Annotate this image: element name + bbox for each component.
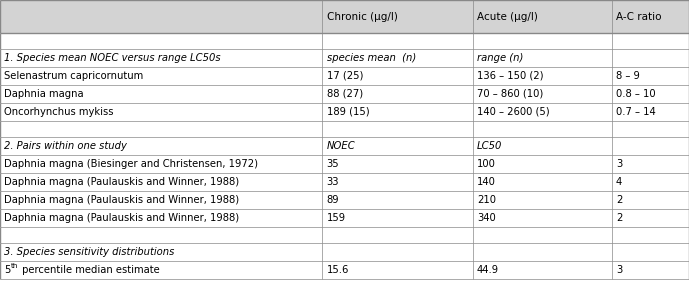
Text: 0.7 – 14: 0.7 – 14 bbox=[616, 107, 656, 117]
Bar bbox=[0, 137, 689, 155]
Text: A-C ratio: A-C ratio bbox=[616, 12, 661, 22]
Text: percentile median estimate: percentile median estimate bbox=[19, 265, 160, 275]
Text: 100: 100 bbox=[477, 159, 495, 169]
Text: th: th bbox=[11, 263, 19, 269]
Bar bbox=[0, 191, 689, 209]
Text: 2: 2 bbox=[616, 213, 622, 223]
Bar bbox=[0, 33, 689, 49]
Text: NOEC: NOEC bbox=[327, 141, 356, 151]
Bar bbox=[0, 85, 689, 103]
Bar bbox=[0, 155, 689, 173]
Text: Oncorhynchus mykiss: Oncorhynchus mykiss bbox=[4, 107, 114, 117]
Bar bbox=[0, 0, 689, 33]
Text: 3: 3 bbox=[616, 265, 622, 275]
Text: 3: 3 bbox=[616, 159, 622, 169]
Text: 15.6: 15.6 bbox=[327, 265, 349, 275]
Text: 159: 159 bbox=[327, 213, 346, 223]
Bar bbox=[0, 227, 689, 243]
Text: 35: 35 bbox=[327, 159, 339, 169]
Bar bbox=[0, 121, 689, 137]
Bar bbox=[0, 209, 689, 227]
Text: 5: 5 bbox=[4, 265, 10, 275]
Bar bbox=[0, 261, 689, 279]
Bar bbox=[0, 173, 689, 191]
Text: Chronic (μg/l): Chronic (μg/l) bbox=[327, 12, 398, 22]
Text: Daphnia magna (Paulauskis and Winner, 1988): Daphnia magna (Paulauskis and Winner, 19… bbox=[4, 213, 239, 223]
Text: 88 (27): 88 (27) bbox=[327, 89, 362, 99]
Text: 140: 140 bbox=[477, 177, 495, 187]
Text: 210: 210 bbox=[477, 195, 496, 205]
Text: 3. Species sensitivity distributions: 3. Species sensitivity distributions bbox=[4, 247, 174, 257]
Text: 140 – 2600 (5): 140 – 2600 (5) bbox=[477, 107, 549, 117]
Text: Acute (μg/l): Acute (μg/l) bbox=[477, 12, 537, 22]
Text: 89: 89 bbox=[327, 195, 339, 205]
Bar bbox=[0, 103, 689, 121]
Bar bbox=[0, 67, 689, 85]
Text: 340: 340 bbox=[477, 213, 495, 223]
Text: Daphnia magna: Daphnia magna bbox=[4, 89, 84, 99]
Text: 1. Species mean NOEC versus range LC50s: 1. Species mean NOEC versus range LC50s bbox=[4, 53, 220, 63]
Text: Selenastrum capricornutum: Selenastrum capricornutum bbox=[4, 71, 143, 81]
Text: 189 (15): 189 (15) bbox=[327, 107, 369, 117]
Text: Daphnia magna (Paulauskis and Winner, 1988): Daphnia magna (Paulauskis and Winner, 19… bbox=[4, 177, 239, 187]
Text: 2. Pairs within one study: 2. Pairs within one study bbox=[4, 141, 127, 151]
Text: range (n): range (n) bbox=[477, 53, 523, 63]
Text: LC50: LC50 bbox=[477, 141, 502, 151]
Text: 0.8 – 10: 0.8 – 10 bbox=[616, 89, 656, 99]
Text: th: th bbox=[11, 263, 19, 269]
Text: Daphnia magna (Paulauskis and Winner, 1988): Daphnia magna (Paulauskis and Winner, 19… bbox=[4, 195, 239, 205]
Text: 70 – 860 (10): 70 – 860 (10) bbox=[477, 89, 543, 99]
Text: 136 – 150 (2): 136 – 150 (2) bbox=[477, 71, 544, 81]
Bar bbox=[0, 49, 689, 67]
Text: 4: 4 bbox=[616, 177, 622, 187]
Text: 8 – 9: 8 – 9 bbox=[616, 71, 640, 81]
Text: Daphnia magna (Biesinger and Christensen, 1972): Daphnia magna (Biesinger and Christensen… bbox=[4, 159, 258, 169]
Text: 33: 33 bbox=[327, 177, 339, 187]
Text: species mean  (n): species mean (n) bbox=[327, 53, 416, 63]
Text: 17 (25): 17 (25) bbox=[327, 71, 363, 81]
Text: 2: 2 bbox=[616, 195, 622, 205]
Text: 44.9: 44.9 bbox=[477, 265, 499, 275]
Bar bbox=[0, 243, 689, 261]
